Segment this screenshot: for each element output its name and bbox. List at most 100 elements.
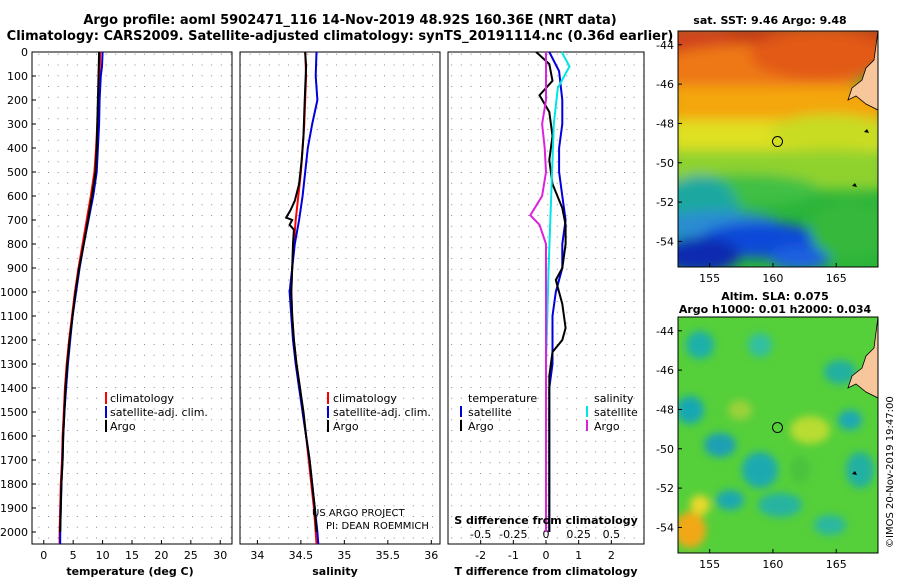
depth-tick-label: 0 bbox=[21, 46, 28, 59]
title-line-1: Argo profile: aoml 5902471_116 14-Nov-20… bbox=[83, 13, 616, 28]
s-difference-xlabel: S difference from climatology bbox=[454, 514, 638, 527]
temperature-tick-label: 5 bbox=[70, 549, 77, 562]
sla-map-panel: Altim. SLA: 0.075 Argo h1000: 0.01 h2000… bbox=[656, 290, 896, 571]
depth-tick-label: 1800 bbox=[0, 478, 28, 491]
sst-map-title: sat. SST: 9.46 Argo: 9.48 bbox=[693, 14, 846, 27]
salinity-tick-label: 36 bbox=[424, 549, 438, 562]
depth-tick-label: 100 bbox=[7, 70, 28, 83]
sal-legend-argo-marker bbox=[327, 420, 329, 432]
s-difference-tick-label: -0.5 bbox=[470, 528, 491, 541]
depth-tick-label: 800 bbox=[7, 238, 28, 251]
diff-legend-t-argo-label: Argo bbox=[468, 420, 494, 433]
difference-series-t-argo bbox=[535, 51, 567, 532]
sla-map-y-tick-label: -54 bbox=[656, 521, 674, 534]
depth-tick-label: 1200 bbox=[0, 334, 28, 347]
sst-map-x-tick-label: 165 bbox=[826, 272, 847, 285]
sla-map-title-2: Argo h1000: 0.01 h2000: 0.034 bbox=[679, 303, 872, 316]
diff-legend-t-argo-marker bbox=[460, 420, 462, 431]
depth-tick-label: 1900 bbox=[0, 502, 28, 515]
depth-tick-label: 1000 bbox=[0, 286, 28, 299]
s-difference-tick-label: 0.25 bbox=[566, 528, 591, 541]
sal-legend-satellite-marker bbox=[327, 406, 329, 418]
depth-tick-label: 200 bbox=[7, 94, 28, 107]
sal-legend-climatology-marker bbox=[327, 392, 329, 404]
sst-map-x-tick-label: 160 bbox=[762, 272, 783, 285]
sla-map-y-tick-label: -46 bbox=[656, 364, 674, 377]
sla-map-y-tick-label: -48 bbox=[656, 403, 674, 416]
sal-legend-climatology-label: climatology bbox=[333, 392, 397, 405]
temperature-tick-label: 15 bbox=[125, 549, 139, 562]
depth-tick-label: 900 bbox=[7, 262, 28, 275]
salinity-tick-label: 34 bbox=[250, 549, 264, 562]
sst-map-x-tick-label: 155 bbox=[699, 272, 720, 285]
sal-legend-satellite-label: satellite-adj. clim. bbox=[333, 406, 431, 419]
diff-legend-s-argo-label: Argo bbox=[594, 420, 620, 433]
difference-panel: -2 -1 0 1 2 -0.5 -0.25 0 0.25 0.5 T difference f… bbox=[447, 51, 645, 578]
nz-coast-land-sla bbox=[847, 317, 878, 399]
sla-float-marker bbox=[771, 422, 783, 434]
sla-map-x-tick-label: 165 bbox=[826, 558, 847, 571]
salinity-tick-label: 35.5 bbox=[376, 549, 401, 562]
sst-map-y-tick-label: -46 bbox=[656, 78, 674, 91]
depth-tick-label: 700 bbox=[7, 214, 28, 227]
temperature-series-argo bbox=[59, 51, 101, 533]
depth-tick-label: 2000 bbox=[0, 526, 28, 539]
depth-tick-label: 1600 bbox=[0, 430, 28, 443]
temperature-tick-label: 20 bbox=[154, 549, 168, 562]
sst-map-y-tick-label: -52 bbox=[656, 196, 674, 209]
temperature-panel: 0100200300400500600700800900100011001200… bbox=[0, 46, 233, 578]
s-difference-tick-label: 0 bbox=[543, 528, 550, 541]
salinity-legend: climatology satellite-adj. clim. Argo bbox=[327, 392, 431, 433]
legend-climatology-label: climatology bbox=[110, 392, 174, 405]
legend-argo-marker bbox=[105, 420, 107, 432]
sla-map-x-tick-label: 160 bbox=[762, 558, 783, 571]
title-line-2: Climatology: CARS2009. Satellite-adjuste… bbox=[7, 29, 674, 44]
difference-legend: temperature satellite Argo salinity sate… bbox=[460, 392, 638, 433]
temperature-tick-label: 10 bbox=[96, 549, 110, 562]
depth-tick-label: 400 bbox=[7, 142, 28, 155]
t-difference-tick-label: 0 bbox=[543, 549, 550, 562]
t-difference-tick-label: 1 bbox=[575, 549, 582, 562]
legend-salinity-title: salinity bbox=[594, 392, 634, 405]
temperature-xlabel: temperature (deg C) bbox=[66, 565, 193, 578]
salinity-xlabel: salinity bbox=[312, 565, 358, 578]
temperature-tick-label: 25 bbox=[184, 549, 198, 562]
diff-legend-t-satellite-marker bbox=[460, 406, 462, 417]
sla-map-y-tick-label: -52 bbox=[656, 482, 674, 495]
salinity-tick-label: 35 bbox=[337, 549, 351, 562]
legend-satellite-label: satellite-adj. clim. bbox=[110, 406, 208, 419]
salinity-tick-label: 34.5 bbox=[289, 549, 314, 562]
sla-map-y-tick-label: -50 bbox=[656, 443, 674, 456]
diff-legend-s-argo-marker bbox=[586, 420, 588, 431]
sst-map-y-tick-label: -44 bbox=[656, 39, 674, 52]
difference-series-s-argo bbox=[529, 52, 548, 532]
credit-pi: PI: DEAN ROEMMICH bbox=[326, 521, 429, 532]
s-difference-tick-label: 0.5 bbox=[603, 528, 621, 541]
salinity-series-argo bbox=[284, 51, 318, 533]
sla-map-y-tick-label: -44 bbox=[656, 325, 674, 338]
imos-credit: ©IMOS 20-Nov-2019 19:47:00 bbox=[885, 396, 896, 548]
depth-tick-label: 600 bbox=[7, 190, 28, 203]
t-difference-tick-label: -1 bbox=[508, 549, 519, 562]
temperature-tick-label: 30 bbox=[213, 549, 227, 562]
t-difference-tick-label: -2 bbox=[475, 549, 486, 562]
sst-map-y-tick-label: -54 bbox=[656, 235, 674, 248]
depth-tick-label: 1100 bbox=[0, 310, 28, 323]
depth-tick-label: 500 bbox=[7, 166, 28, 179]
diff-legend-t-satellite-label: satellite bbox=[468, 406, 512, 419]
legend-argo-label: Argo bbox=[110, 420, 136, 433]
sla-map-title-1: Altim. SLA: 0.075 bbox=[721, 290, 828, 303]
t-difference-tick-label: 2 bbox=[608, 549, 615, 562]
sla-map-x-tick-label: 155 bbox=[699, 558, 720, 571]
sst-map-y-tick-label: -50 bbox=[656, 157, 674, 170]
temperature-tick-label: 0 bbox=[40, 549, 47, 562]
t-difference-xlabel: T difference from climatology bbox=[454, 565, 637, 578]
sst-map-panel: sat. SST: 9.46 Argo: 9.48 bbox=[656, 14, 879, 285]
depth-tick-label: 1500 bbox=[0, 406, 28, 419]
depth-tick-label: 1400 bbox=[0, 382, 28, 395]
diff-legend-s-satellite-label: satellite bbox=[594, 406, 638, 419]
sal-legend-argo-label: Argo bbox=[333, 420, 359, 433]
legend-climatology-marker bbox=[105, 392, 107, 404]
depth-tick-label: 300 bbox=[7, 118, 28, 131]
